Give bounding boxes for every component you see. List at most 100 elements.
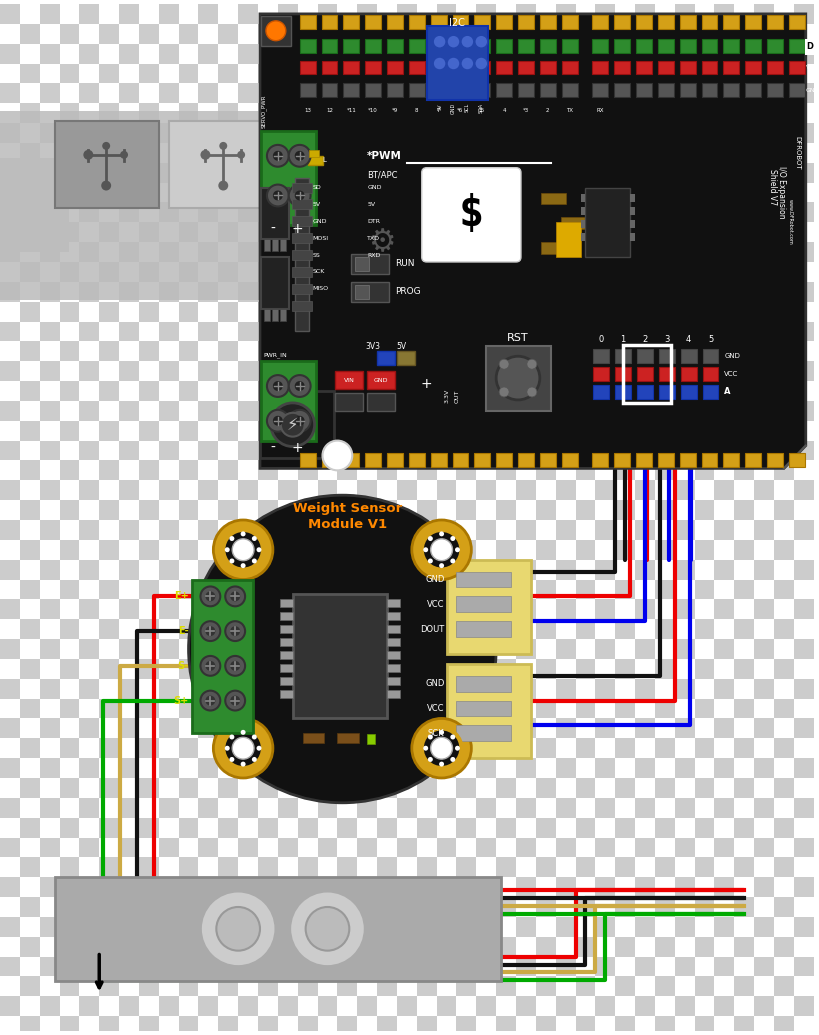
Circle shape [411, 520, 471, 580]
Bar [595, 262, 614, 282]
Bar [694, 738, 713, 759]
Bar [701, 453, 717, 468]
Bar [357, 659, 377, 679]
Bar [694, 500, 713, 520]
Bar [713, 4, 734, 24]
Bar [409, 453, 424, 468]
Bar [337, 123, 357, 143]
Circle shape [430, 539, 452, 561]
Bar [713, 301, 734, 322]
Bar [260, 257, 288, 308]
Bar [278, 143, 297, 162]
Bar [119, 1016, 138, 1035]
Bar [337, 599, 357, 619]
Bar [357, 897, 377, 917]
Bar [734, 342, 753, 361]
Bar [317, 878, 337, 897]
Bar [635, 897, 654, 917]
Bar [60, 580, 79, 599]
Bar [575, 540, 595, 560]
Bar [535, 520, 555, 540]
Bar [238, 837, 258, 857]
Bar [337, 837, 357, 857]
Bar [713, 441, 734, 461]
Bar [258, 84, 278, 104]
Bar [337, 262, 357, 282]
Bar [614, 639, 635, 659]
Bar [515, 480, 535, 500]
Bar [138, 262, 159, 282]
Bar [20, 461, 39, 480]
Bar [99, 897, 119, 917]
Bar [679, 453, 695, 468]
Bar [278, 798, 297, 818]
Bar [654, 560, 674, 580]
Bar [159, 342, 179, 361]
Bar [317, 162, 337, 182]
Circle shape [240, 730, 246, 735]
Bar [20, 123, 39, 143]
Bar [535, 778, 555, 798]
Bar [79, 738, 99, 759]
Bar [179, 997, 198, 1016]
Bar [387, 14, 402, 29]
Bar [0, 4, 20, 24]
Bar [793, 4, 812, 24]
Bar [258, 659, 278, 679]
Bar [654, 520, 674, 540]
Bar [654, 282, 674, 301]
Circle shape [229, 559, 234, 563]
Bar [317, 342, 337, 361]
Bar [278, 778, 297, 798]
Bar [0, 421, 20, 441]
Bar [337, 798, 357, 818]
Bar [476, 361, 495, 381]
Bar [416, 897, 436, 917]
Bar [297, 560, 317, 580]
Bar [456, 63, 476, 84]
Bar [773, 123, 793, 143]
Bar [138, 976, 159, 997]
Bar [119, 619, 138, 639]
Bar [773, 182, 793, 203]
Bar [555, 223, 575, 242]
Bar [60, 461, 79, 480]
Bar [278, 580, 297, 599]
Bar [0, 401, 20, 421]
Bar [258, 381, 278, 401]
Circle shape [499, 387, 509, 397]
Bar [575, 421, 595, 441]
Bar [260, 131, 315, 226]
Bar [317, 619, 337, 639]
Bar [515, 560, 535, 580]
Circle shape [273, 190, 283, 201]
Bar [377, 480, 396, 500]
Bar [0, 738, 20, 759]
Bar [753, 679, 773, 699]
Bar [297, 857, 317, 878]
Circle shape [206, 696, 215, 706]
Bar [218, 997, 238, 1016]
Bar [258, 203, 278, 223]
Bar [159, 301, 179, 322]
Bar [614, 342, 635, 361]
Bar [456, 599, 476, 619]
Text: VCC: VCC [805, 65, 818, 70]
Bar [138, 679, 159, 699]
Bar [179, 956, 198, 976]
Bar [614, 461, 635, 480]
Circle shape [288, 145, 310, 167]
Text: Weight Sensor: Weight Sensor [292, 502, 401, 514]
Bar [357, 857, 377, 878]
Bar [614, 367, 631, 381]
Bar [0, 540, 20, 560]
Bar [518, 84, 533, 97]
Bar [535, 242, 555, 262]
Bar [436, 361, 456, 381]
Bar [60, 361, 79, 381]
Circle shape [460, 35, 473, 49]
Bar [0, 857, 20, 878]
Bar [575, 659, 595, 679]
Bar [456, 322, 476, 342]
Bar [694, 104, 713, 123]
